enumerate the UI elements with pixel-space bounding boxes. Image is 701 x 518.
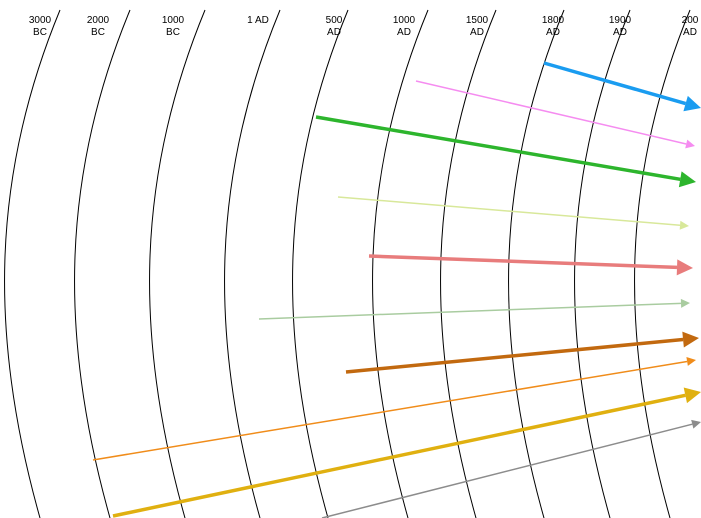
era-arc-1 [74,9,131,518]
era-arc-6 [440,9,497,518]
era-arc-4 [292,9,349,518]
trend-arrow-0 [543,61,701,112]
trend-arrow-shaft [345,337,684,374]
trend-arrow-head [678,171,696,188]
trend-arrow-shaft [258,302,682,320]
trend-arrow-head [683,387,701,404]
era-arc-2 [149,9,206,518]
era-labels: 3000 BC 2000 BC 1000 BC 1 AD 500 AD 1000 AD 1500 AD 1… [29,15,699,38]
trend-arrow-9 [321,419,701,518]
era-arc-0 [4,9,61,518]
trend-arrow-3 [337,196,689,230]
era-arc-3 [224,9,281,518]
trend-arrow-shaft [337,196,681,227]
trend-arrow-shaft [415,80,687,145]
trend-arrow-8 [112,387,701,518]
trend-arrow-shaft [112,393,686,518]
trend-arrows [92,61,701,518]
era-label-1: 2000 BC [87,15,110,38]
era-arcs [4,9,691,518]
era-label-7: 1800 AD [542,15,565,38]
era-arc-9 [634,9,691,518]
trend-arrow-6 [345,331,699,374]
trend-arrow-shaft [92,360,688,461]
trend-arrow-head [685,139,695,149]
era-label-0: 3000 BC [29,15,52,38]
trend-arrow-shaft [315,115,681,182]
trend-arrow-head [686,357,696,366]
trend-arrow-shaft [321,423,693,518]
era-label-5: 1000 AD [393,15,416,38]
trend-arrow-1 [415,80,695,149]
era-label-2: 1000 BC [162,15,185,38]
trend-arrow-2 [315,115,696,188]
era-label-3: 1 AD [247,15,269,26]
trend-arrow-head [691,419,701,429]
trend-arrow-5 [258,298,690,320]
era-label-9: 200 AD [682,15,699,38]
trend-arrow-4 [368,254,693,276]
trend-arrow-shaft [368,254,678,270]
trend-arrow-head [680,298,690,308]
era-label-4: 500 AD [326,15,343,38]
trend-arrow-head [683,95,701,112]
trend-arrow-head [679,220,689,230]
trend-arrow-shaft [543,61,687,106]
era-label-6: 1500 AD [466,15,489,38]
era-label-8: 1900 AD [609,15,632,38]
trend-arrow-head [682,331,699,348]
trend-arrow-head [676,259,693,276]
era-arc-5 [372,9,429,518]
trend-arrow-7 [92,357,696,461]
